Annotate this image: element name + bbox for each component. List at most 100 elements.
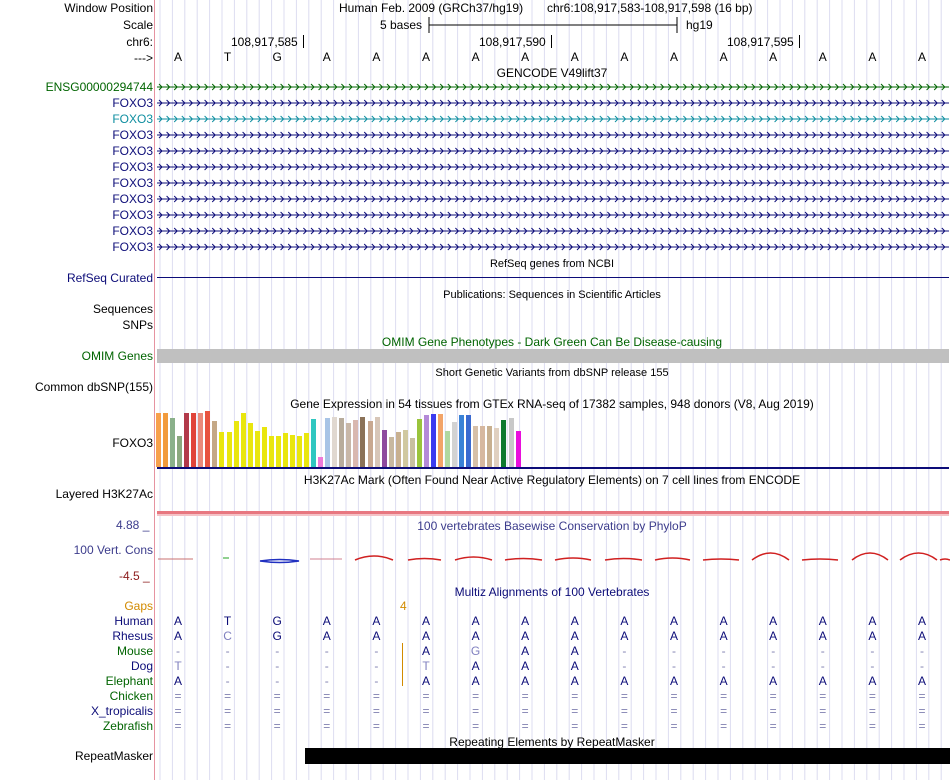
gtex-bar[interactable] <box>494 427 500 467</box>
transcript-label[interactable]: FOXO3 <box>112 128 153 142</box>
transcript-line[interactable] <box>157 146 949 156</box>
gtex-bar[interactable] <box>275 435 281 467</box>
gtex-bar[interactable] <box>473 425 479 467</box>
gtex-bar[interactable] <box>508 417 514 467</box>
transcript-label[interactable]: FOXO3 <box>112 96 153 110</box>
transcript-line[interactable] <box>157 98 949 108</box>
transcript-label[interactable]: ENSG00000294744 <box>45 80 153 94</box>
gtex-bar[interactable] <box>459 415 465 467</box>
gtex-bar[interactable] <box>254 431 260 467</box>
gtex-bar[interactable] <box>395 432 401 467</box>
repeatmasker-label[interactable]: RepeatMasker <box>74 749 153 763</box>
repeatmasker-title[interactable]: Repeating Elements by RepeatMasker <box>449 735 655 749</box>
transcript-line[interactable] <box>157 130 949 140</box>
gencode-title[interactable]: GENCODE V49lift37 <box>496 66 608 80</box>
gtex-bar[interactable] <box>156 413 161 467</box>
gtex-bar[interactable] <box>184 413 190 467</box>
gtex-bar[interactable] <box>339 417 345 467</box>
gtex-bar[interactable] <box>163 413 169 467</box>
gtex-bar[interactable] <box>226 432 232 467</box>
gtex-bar[interactable] <box>311 418 317 467</box>
h3k27ac-signal[interactable] <box>157 511 949 514</box>
gtex-chart[interactable] <box>155 411 949 467</box>
gtex-bar[interactable] <box>268 435 274 467</box>
gtex-bar[interactable] <box>219 432 225 467</box>
gtex-bar[interactable] <box>466 415 472 467</box>
refseq-label[interactable]: RefSeq Curated <box>66 271 153 285</box>
transcript-label[interactable]: FOXO3 <box>112 160 153 174</box>
gtex-bar[interactable] <box>332 416 338 467</box>
gtex-bar[interactable] <box>501 419 507 467</box>
gtex-bar[interactable] <box>205 411 211 467</box>
gtex-bar[interactable] <box>289 434 295 467</box>
h3k27ac-label[interactable]: Layered H3K27Ac <box>55 487 153 501</box>
species-label[interactable]: Zebrafish <box>102 719 153 733</box>
h3k27ac-title[interactable]: H3K27Ac Mark (Often Found Near Active Re… <box>303 473 801 487</box>
gtex-bar[interactable] <box>374 416 380 467</box>
transcript-line[interactable] <box>157 210 949 220</box>
gtex-bar[interactable] <box>346 423 352 467</box>
refseq-line[interactable] <box>157 277 949 278</box>
transcript-line[interactable] <box>157 82 949 92</box>
phylop-title[interactable]: 100 vertebrates Basewise Conservation by… <box>417 519 687 533</box>
transcript-line[interactable] <box>157 242 949 252</box>
omim-label[interactable]: OMIM Genes <box>81 349 153 363</box>
gtex-bar[interactable] <box>353 419 359 467</box>
transcript-line[interactable] <box>157 194 949 204</box>
phylop-label[interactable]: 100 Vert. Cons <box>73 543 153 557</box>
gtex-bar[interactable] <box>233 421 239 467</box>
omim-title[interactable]: OMIM Gene Phenotypes - Dark Green Can Be… <box>381 335 723 349</box>
gtex-bar[interactable] <box>325 417 331 467</box>
gtex-bar[interactable] <box>381 430 387 467</box>
repeatmasker-element[interactable] <box>305 748 950 764</box>
gtex-bar[interactable] <box>402 430 408 467</box>
species-label[interactable]: Dog <box>130 659 153 673</box>
gtex-bar[interactable] <box>480 425 486 467</box>
transcript-line[interactable] <box>157 162 949 172</box>
transcript-label[interactable]: FOXO3 <box>112 240 153 254</box>
publications-title[interactable]: Publications: Sequences in Scientific Ar… <box>443 289 661 301</box>
refseq-title[interactable]: RefSeq genes from NCBI <box>489 258 615 270</box>
gtex-bar[interactable] <box>261 426 267 467</box>
gtex-bar[interactable] <box>388 436 394 467</box>
transcript-line[interactable] <box>157 114 949 124</box>
gtex-bar[interactable] <box>367 421 373 467</box>
species-label[interactable]: Chicken <box>109 689 153 703</box>
gtex-title[interactable]: Gene Expression in 54 tissues from GTEx … <box>290 397 814 411</box>
gtex-bar[interactable] <box>416 418 422 467</box>
gtex-bar[interactable] <box>409 437 415 467</box>
species-label[interactable]: Human <box>114 614 153 628</box>
phylop-track[interactable] <box>155 530 950 580</box>
position-text[interactable]: chr6:108,917,583-108,917,598 (16 bp) <box>547 1 753 15</box>
gtex-bar[interactable] <box>318 456 324 467</box>
gtex-bar[interactable] <box>177 435 183 467</box>
gtex-bar[interactable] <box>198 413 204 467</box>
transcript-label[interactable]: FOXO3 <box>112 224 153 238</box>
transcript-label[interactable]: FOXO3 <box>112 112 153 126</box>
transcript-line[interactable] <box>157 178 949 188</box>
omim-bar[interactable] <box>157 349 949 363</box>
gtex-bar[interactable] <box>304 433 310 467</box>
gtex-bar[interactable] <box>212 421 218 467</box>
species-label[interactable]: Elephant <box>105 674 153 688</box>
species-label[interactable]: Rhesus <box>112 629 153 643</box>
gtex-bar[interactable] <box>360 416 366 467</box>
gtex-bar[interactable] <box>430 414 436 467</box>
transcript-label[interactable]: FOXO3 <box>112 208 153 222</box>
gtex-bar[interactable] <box>438 414 443 467</box>
transcript-label[interactable]: FOXO3 <box>112 144 153 158</box>
gtex-bar[interactable] <box>297 435 302 467</box>
dbsnp-title[interactable]: Short Genetic Variants from dbSNP releas… <box>435 367 669 379</box>
gtex-bar[interactable] <box>247 423 253 467</box>
gtex-bar[interactable] <box>515 431 521 467</box>
gtex-bar[interactable] <box>191 413 197 467</box>
gtex-bar[interactable] <box>445 431 451 467</box>
gtex-bar[interactable] <box>423 415 429 467</box>
gtex-bar[interactable] <box>452 422 458 467</box>
species-label[interactable]: X_tropicalis <box>90 704 153 718</box>
transcript-label[interactable]: FOXO3 <box>112 192 153 206</box>
gtex-bar[interactable] <box>240 413 246 467</box>
species-label[interactable]: Mouse <box>116 644 153 658</box>
gtex-label[interactable]: FOXO3 <box>112 436 153 450</box>
transcript-line[interactable] <box>157 226 949 236</box>
